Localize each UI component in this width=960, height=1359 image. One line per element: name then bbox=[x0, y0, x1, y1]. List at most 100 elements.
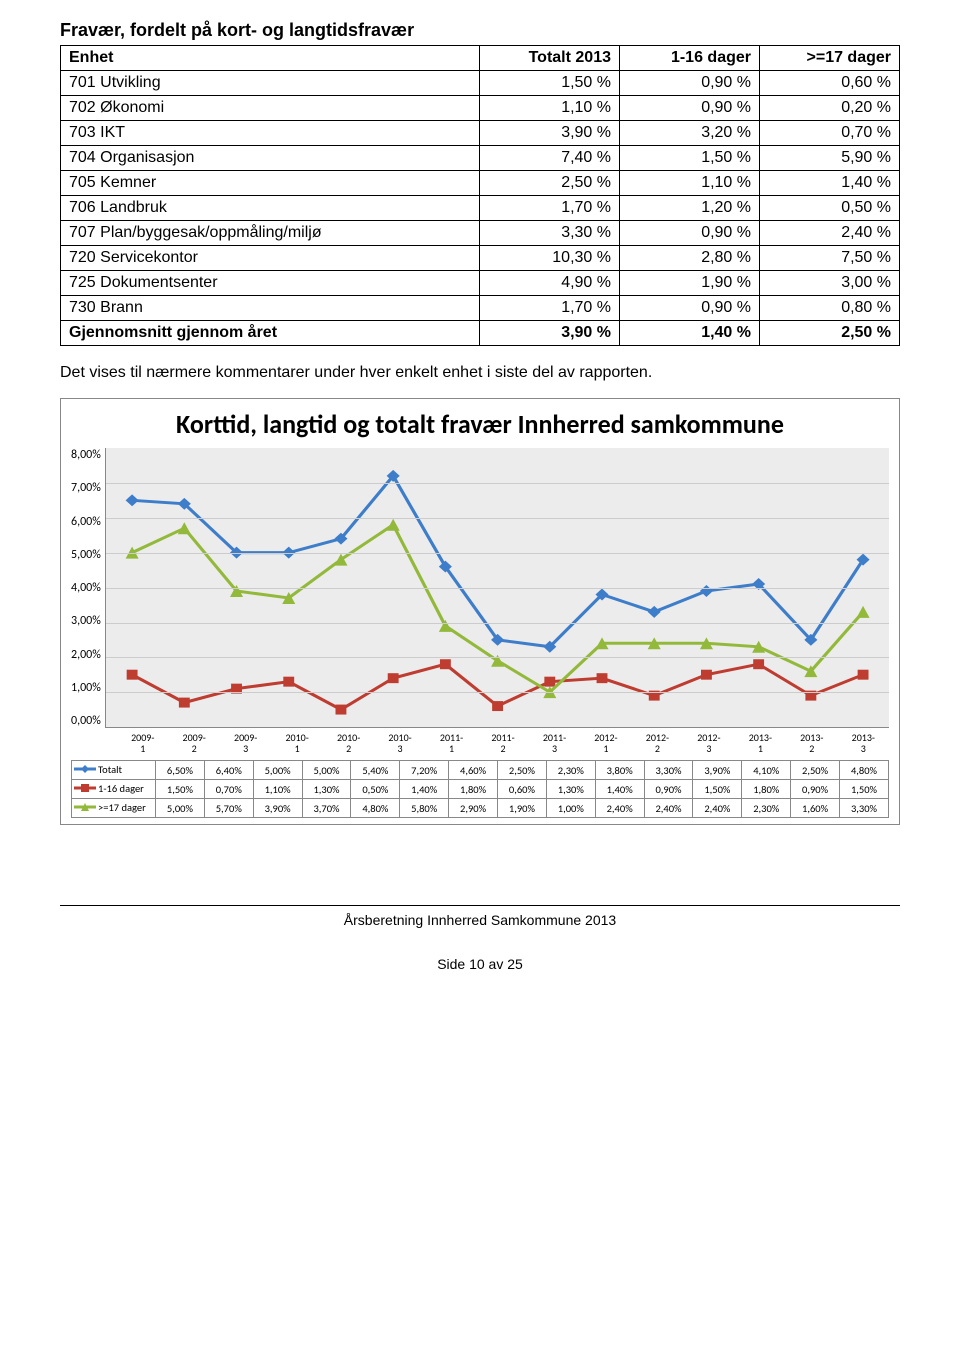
gridline bbox=[106, 657, 889, 658]
legend-label: Totalt bbox=[72, 761, 156, 780]
xtick-label: 2010-3 bbox=[374, 728, 425, 758]
table-cell: 730 Brann bbox=[61, 296, 480, 321]
marker-diamond bbox=[125, 495, 138, 507]
table-cell: 1,90 % bbox=[620, 271, 760, 296]
table-cell: 0,80 % bbox=[760, 296, 900, 321]
table-cell: 5,90 % bbox=[760, 146, 900, 171]
ytick-label: 8,00% bbox=[71, 448, 101, 462]
gridline bbox=[106, 623, 889, 624]
marker-square bbox=[335, 705, 346, 715]
legend-value: 2,30% bbox=[742, 799, 791, 818]
table-cell: 0,60 % bbox=[760, 71, 900, 96]
legend-value: 3,30% bbox=[644, 761, 693, 780]
xtick-label: 2013-1 bbox=[735, 728, 786, 758]
table-cell: 702 Økonomi bbox=[61, 96, 480, 121]
legend-value: 6,50% bbox=[156, 761, 205, 780]
legend-value: 1,40% bbox=[400, 780, 449, 799]
legend-value: 5,00% bbox=[156, 799, 205, 818]
legend-row: 1-16 dager1,50%0,70%1,10%1,30%0,50%1,40%… bbox=[72, 780, 889, 799]
legend-value: 2,30% bbox=[546, 761, 595, 780]
table-cell: 0,20 % bbox=[760, 96, 900, 121]
table-cell: 2,80 % bbox=[620, 246, 760, 271]
ytick-label: 4,00% bbox=[71, 581, 101, 595]
legend-value: 0,70% bbox=[204, 780, 253, 799]
page-footer: Årsberetning Innherred Samkommune 2013 bbox=[60, 905, 900, 928]
chart-plot bbox=[105, 448, 889, 728]
legend-value: 5,80% bbox=[400, 799, 449, 818]
gridline bbox=[106, 483, 889, 484]
table-cell: 7,50 % bbox=[760, 246, 900, 271]
xtick-label: 2011-2 bbox=[477, 728, 528, 758]
legend-value: 2,40% bbox=[644, 799, 693, 818]
gridline bbox=[106, 518, 889, 519]
legend-value: 2,40% bbox=[595, 799, 644, 818]
legend-value: 3,70% bbox=[302, 799, 351, 818]
table-header-row: Enhet Totalt 2013 1-16 dager >=17 dager bbox=[61, 46, 900, 71]
footer-divider bbox=[60, 905, 900, 906]
marker-square bbox=[283, 677, 294, 687]
legend-value: 0,90% bbox=[644, 780, 693, 799]
table-cell: 704 Organisasjon bbox=[61, 146, 480, 171]
table-cell: 0,90 % bbox=[620, 96, 760, 121]
marker-square bbox=[388, 673, 399, 683]
ytick-label: 5,00% bbox=[71, 548, 101, 562]
ytick-label: 6,00% bbox=[71, 515, 101, 529]
chart-title: Korttid, langtid og totalt fravær Innher… bbox=[71, 409, 889, 440]
table-cell: 1,40 % bbox=[620, 321, 760, 346]
page-number: Side 10 av 25 bbox=[60, 956, 900, 972]
legend-value: 1,60% bbox=[791, 799, 840, 818]
fravar-table: Enhet Totalt 2013 1-16 dager >=17 dager … bbox=[60, 45, 900, 346]
legend-value: 3,90% bbox=[253, 799, 302, 818]
gridline bbox=[106, 692, 889, 693]
legend-value: 2,90% bbox=[449, 799, 498, 818]
marker-square bbox=[179, 698, 190, 708]
legend-value: 3,30% bbox=[840, 799, 889, 818]
xtick-label: 2009-2 bbox=[168, 728, 219, 758]
table-row: 730 Brann1,70 %0,90 %0,80 % bbox=[61, 296, 900, 321]
marker-square bbox=[857, 670, 868, 680]
table-cell: 1,70 % bbox=[480, 196, 620, 221]
chart-container: Korttid, langtid og totalt fravær Innher… bbox=[60, 398, 900, 825]
table-cell: 1,70 % bbox=[480, 296, 620, 321]
table-cell: 0,50 % bbox=[760, 196, 900, 221]
table-cell: 705 Kemner bbox=[61, 171, 480, 196]
legend-value: 5,00% bbox=[253, 761, 302, 780]
marker-square bbox=[492, 701, 503, 711]
table-cell: 3,90 % bbox=[480, 321, 620, 346]
legend-value: 3,80% bbox=[595, 761, 644, 780]
table-cell: 0,90 % bbox=[620, 71, 760, 96]
table-cell: 3,20 % bbox=[620, 121, 760, 146]
table-cell: 10,30 % bbox=[480, 246, 620, 271]
chart-yaxis: 8,00%7,00%6,00%5,00%4,00%3,00%2,00%1,00%… bbox=[71, 448, 105, 728]
legend-value: 4,80% bbox=[840, 761, 889, 780]
table-row: 701 Utvikling1,50 %0,90 %0,60 % bbox=[61, 71, 900, 96]
marker-square bbox=[753, 659, 764, 669]
legend-value: 1,90% bbox=[498, 799, 547, 818]
legend-value: 4,60% bbox=[449, 761, 498, 780]
legend-value: 1,00% bbox=[546, 799, 595, 818]
table-cell: 703 IKT bbox=[61, 121, 480, 146]
xtick-label: 2011-1 bbox=[426, 728, 477, 758]
table-cell: Gjennomsnitt gjennom året bbox=[61, 321, 480, 346]
legend-value: 3,90% bbox=[693, 761, 742, 780]
col-1-16: 1-16 dager bbox=[620, 46, 760, 71]
table-cell: 1,50 % bbox=[480, 71, 620, 96]
xtick-label: 2011-3 bbox=[529, 728, 580, 758]
table-cell: 3,30 % bbox=[480, 221, 620, 246]
legend-value: 1,80% bbox=[742, 780, 791, 799]
marker-triangle bbox=[386, 519, 399, 531]
xtick-label: 2012-2 bbox=[632, 728, 683, 758]
gridline bbox=[106, 588, 889, 589]
legend-row: >=17 dager5,00%5,70%3,90%3,70%4,80%5,80%… bbox=[72, 799, 889, 818]
legend-value: 1,50% bbox=[156, 780, 205, 799]
marker-square bbox=[544, 677, 555, 687]
marker-triangle bbox=[856, 606, 869, 618]
legend-value: 1,40% bbox=[595, 780, 644, 799]
legend-value: 0,90% bbox=[791, 780, 840, 799]
table-row: 706 Landbruk1,70 %1,20 %0,50 % bbox=[61, 196, 900, 221]
ytick-label: 7,00% bbox=[71, 481, 101, 495]
legend-value: 4,10% bbox=[742, 761, 791, 780]
xtick-label: 2009-3 bbox=[220, 728, 271, 758]
legend-swatch-icon bbox=[74, 802, 96, 815]
ytick-label: 3,00% bbox=[71, 614, 101, 628]
